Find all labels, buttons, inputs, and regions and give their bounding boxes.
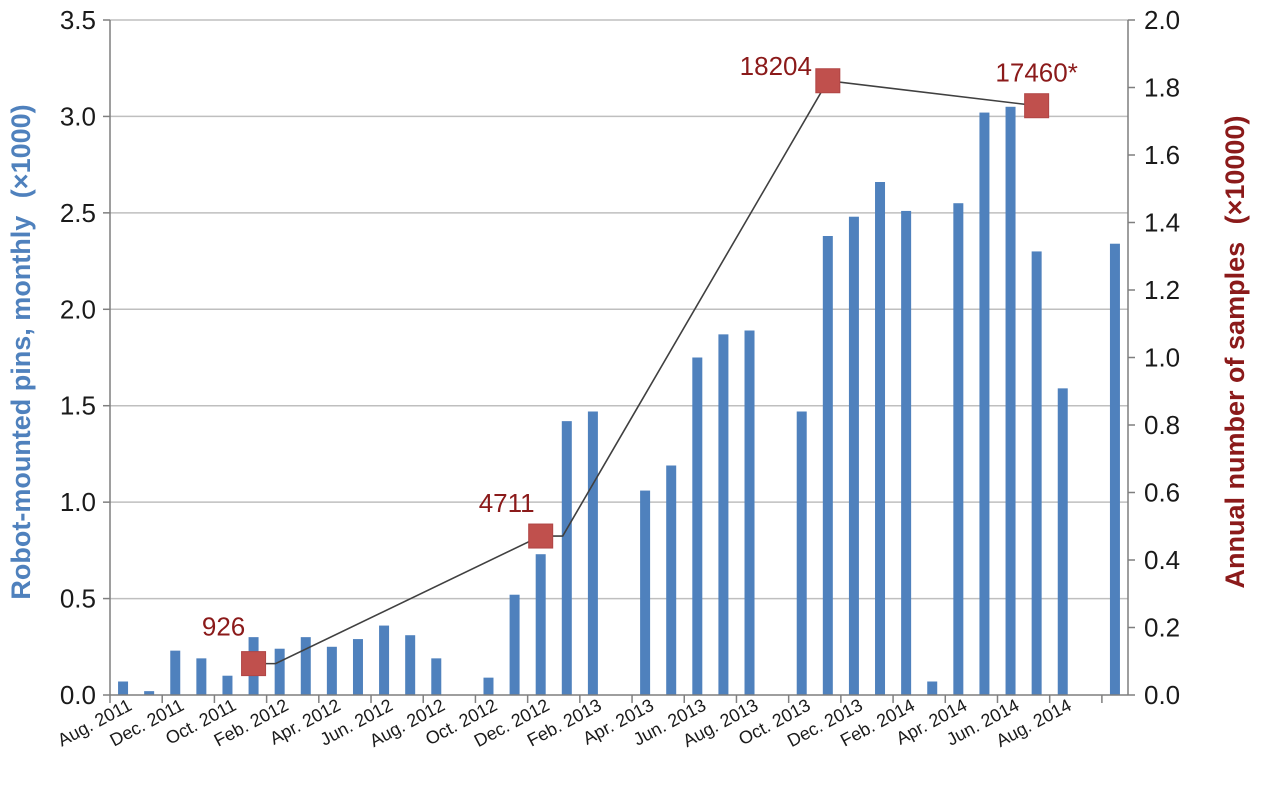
axes bbox=[103, 19, 1135, 703]
bar bbox=[535, 554, 546, 695]
bar bbox=[1109, 243, 1120, 695]
bar bbox=[822, 236, 833, 695]
bar bbox=[274, 648, 285, 695]
bar bbox=[483, 677, 494, 695]
y-tick-label-left: 0.5 bbox=[60, 584, 96, 614]
annual-line-series: 926 4711 18204 17460* bbox=[202, 51, 1078, 677]
bar bbox=[587, 411, 598, 695]
bar bbox=[379, 625, 390, 695]
bar bbox=[196, 658, 207, 695]
bar bbox=[170, 650, 181, 695]
bar bbox=[927, 681, 938, 695]
bar bbox=[561, 421, 572, 695]
bar bbox=[405, 635, 416, 695]
y-tick-label-right: 2.0 bbox=[1144, 5, 1180, 35]
bar bbox=[953, 203, 964, 695]
annual-marker bbox=[241, 651, 267, 677]
annual-value-label: 4711 bbox=[479, 488, 535, 518]
y-tick-label-left: 3.5 bbox=[60, 5, 96, 35]
bar bbox=[640, 490, 651, 695]
bar bbox=[875, 182, 886, 695]
bar bbox=[326, 646, 337, 695]
y-tick-label-left: 2.5 bbox=[60, 198, 96, 228]
bar bbox=[509, 594, 520, 695]
y-axis-label-left: Robot-mounted pins, monthly (×1000) bbox=[6, 104, 36, 599]
y-tick-label-right: 1.0 bbox=[1144, 343, 1180, 373]
bar bbox=[222, 675, 233, 695]
annual-marker bbox=[815, 68, 841, 94]
annual-marker bbox=[1024, 93, 1050, 119]
annual-marker bbox=[528, 523, 554, 549]
bar bbox=[718, 334, 729, 695]
bar bbox=[352, 639, 363, 695]
y-tick-label-left: 1.5 bbox=[60, 391, 96, 421]
bar bbox=[144, 691, 155, 695]
annual-value-label: 18204 bbox=[740, 51, 812, 81]
y-tick-label-right: 1.8 bbox=[1144, 73, 1180, 103]
y-axis-label-left-text: Robot-mounted pins, monthly bbox=[6, 216, 36, 600]
bar bbox=[744, 330, 755, 695]
y-tick-label-right: 0.8 bbox=[1144, 410, 1180, 440]
bar bbox=[118, 681, 129, 695]
y-tick-label-right: 0.4 bbox=[1144, 545, 1180, 575]
gridlines bbox=[110, 19, 1128, 600]
y-axis-label-right-text: Annual number of samples bbox=[1220, 242, 1250, 589]
bar bbox=[901, 210, 912, 695]
bar bbox=[300, 637, 311, 695]
bar bbox=[1057, 388, 1068, 695]
y-tick-label-right: 1.6 bbox=[1144, 140, 1180, 170]
y-tick-label-left: 3.0 bbox=[60, 101, 96, 131]
y-tick-label-right: 0.6 bbox=[1144, 478, 1180, 508]
bar bbox=[1031, 251, 1042, 695]
y-axis-label-right: Annual number of samples (×10000) bbox=[1220, 116, 1250, 589]
y-tick-label-right: 0.0 bbox=[1144, 680, 1180, 710]
y-tick-label-right: 1.2 bbox=[1144, 275, 1180, 305]
bar bbox=[1005, 106, 1016, 696]
y-tick-label-left: 0.0 bbox=[60, 680, 96, 710]
bar bbox=[666, 465, 677, 695]
y-tick-label-right: 0.2 bbox=[1144, 613, 1180, 643]
y-axis-unit-right: (×10000) bbox=[1220, 116, 1250, 225]
bar-series bbox=[118, 106, 1120, 696]
annual-value-label: 926 bbox=[202, 612, 245, 642]
bar bbox=[848, 216, 859, 695]
y-tick-label-right: 1.4 bbox=[1144, 208, 1180, 238]
y-axis-unit-left: (×1000) bbox=[6, 104, 36, 198]
annual-value-label: 17460* bbox=[995, 58, 1077, 88]
bar bbox=[796, 411, 807, 695]
bar bbox=[979, 112, 990, 696]
bar bbox=[692, 357, 703, 695]
y-tick-label-left: 1.0 bbox=[60, 487, 96, 517]
y-tick-label-left: 2.0 bbox=[60, 294, 96, 324]
bar bbox=[431, 658, 442, 695]
